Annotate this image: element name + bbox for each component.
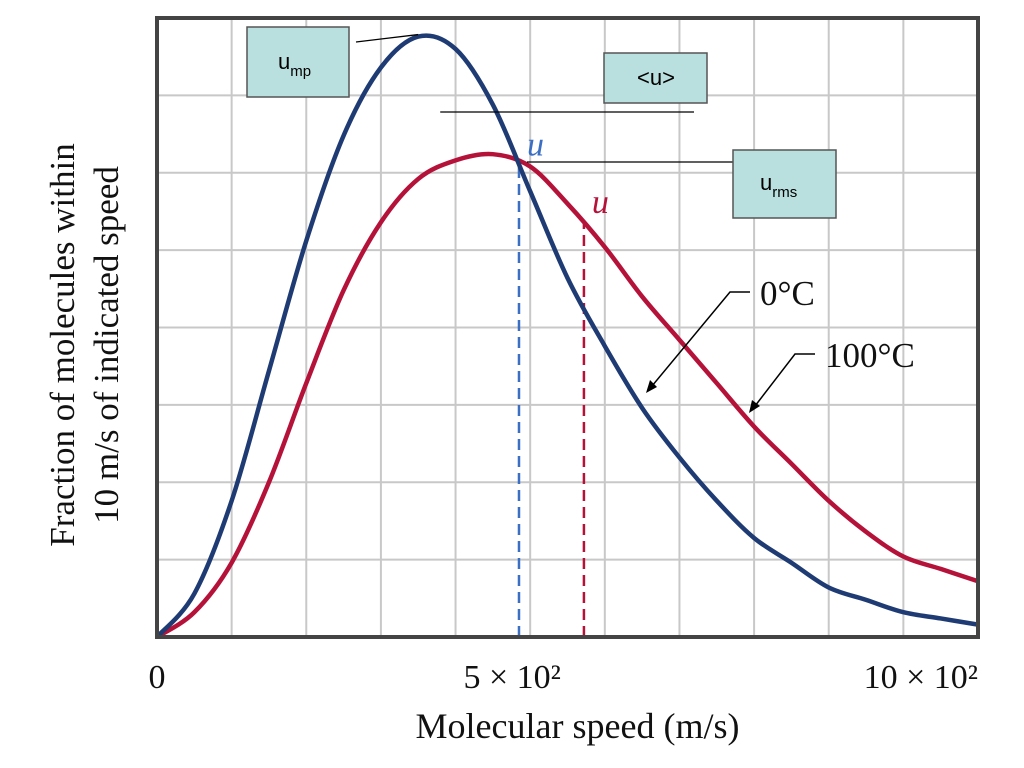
series-line (155, 33, 979, 639)
x-tick-label: 10 × 10² (864, 659, 978, 696)
marker-label: u (527, 126, 544, 163)
leader-line (355, 33, 419, 43)
annotation-box (732, 149, 837, 219)
arrowhead (646, 380, 657, 393)
x-tick-label: 0 (149, 659, 166, 696)
dashed-markers: uu (517, 126, 609, 637)
annotation-text: urms (760, 170, 797, 201)
curve-label-0c: 0°C (760, 274, 815, 313)
annotation-box (603, 52, 708, 104)
curve-label-leader (754, 353, 815, 407)
annotations: ump <u> urms 0°C 100°C (246, 26, 915, 413)
annotation-text: ump (278, 49, 311, 80)
y-axis-label: Fraction of molecules within 10 m/s of i… (43, 143, 126, 546)
x-axis-label: Molecular speed (m/s) (416, 706, 740, 746)
annotation-text: <u> (637, 65, 675, 90)
series-line (155, 151, 979, 639)
curve-label-leader (651, 291, 750, 387)
marker-label: u (592, 184, 609, 221)
x-tick-label: 5 × 10² (463, 659, 560, 696)
plot-frame (155, 16, 980, 639)
y-axis-label-line: 10 m/s of indicated speed (87, 166, 126, 524)
y-axis-label-line: Fraction of molecules within (43, 143, 82, 546)
annotation-box (246, 26, 350, 98)
series-lines (155, 33, 979, 639)
curve-label-100c: 100°C (825, 336, 915, 375)
arrowhead (749, 400, 760, 413)
